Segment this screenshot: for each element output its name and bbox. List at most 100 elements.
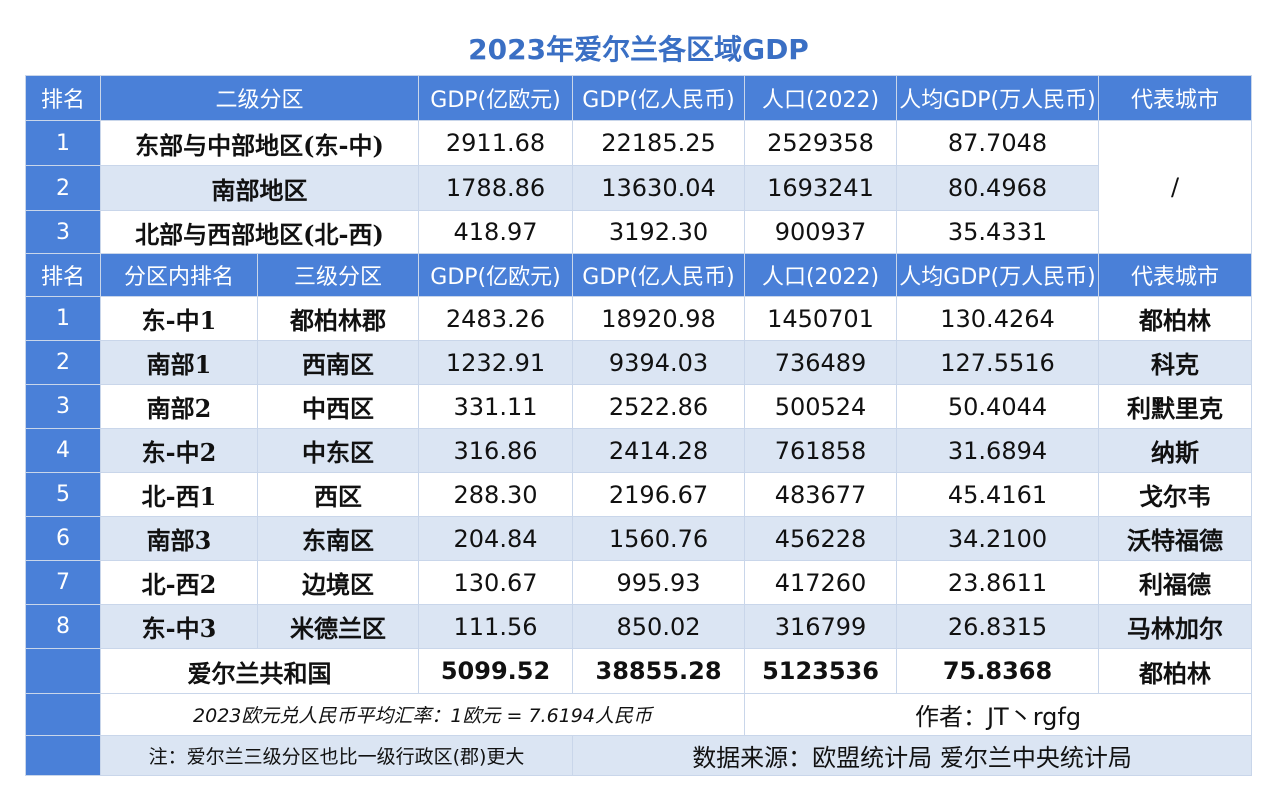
value-cell: 34.2100 [896, 516, 1100, 561]
exchange-rate-note: 2023欧元兑人民币平均汇率：1欧元 = 7.6194人民币 [99, 693, 746, 736]
region-cell: 北-西2 [100, 560, 258, 605]
value-cell: 50.4044 [896, 384, 1100, 429]
value-cell: 87.7048 [896, 120, 1100, 166]
header-cell: 人口(2022) [744, 253, 898, 297]
value-cell: 2529358 [744, 120, 898, 166]
rank-cell: 4 [25, 428, 101, 473]
table-row: 3 南部2 中西区 331.11 2522.86 500524 50.4044 利默里克 [25, 384, 1253, 429]
value-cell: 1693241 [744, 165, 898, 211]
header-cell: GDP(亿人民币) [572, 253, 746, 297]
header-cell: GDP(亿欧元) [418, 253, 574, 297]
value-cell: 736489 [744, 340, 898, 385]
rank-cell: 3 [25, 384, 101, 429]
total-cell: 75.8368 [896, 648, 1100, 694]
total-cell: 38855.28 [572, 648, 746, 694]
value-cell: 31.6894 [896, 428, 1100, 473]
value-cell: 1450701 [744, 296, 898, 341]
value-cell: 417260 [744, 560, 898, 605]
rank-cell: 6 [25, 516, 101, 561]
value-cell: 204.84 [418, 516, 574, 561]
header-cell: 人均GDP(万人民币) [896, 75, 1100, 121]
value-cell: 316.86 [418, 428, 574, 473]
value-cell: 1560.76 [572, 516, 746, 561]
table-row: 3 北部与西部地区(北-西) 418.97 3192.30 900937 35.4331 [25, 210, 1252, 254]
table-row: 7 北-西2 边境区 130.67 995.93 417260 23.8611 利福德 [25, 560, 1253, 605]
value-cell: 18920.98 [572, 296, 746, 341]
region-cell: 东-中3 [100, 604, 258, 649]
rank-cell: 2 [25, 165, 101, 211]
value-cell: 2483.26 [418, 296, 574, 341]
value-cell: 995.93 [572, 560, 746, 605]
region-cell: 东-中1 [100, 296, 258, 341]
total-cell: 5123536 [744, 648, 898, 694]
region-cell: 西南区 [256, 340, 420, 385]
rank-cell: 7 [25, 560, 101, 605]
rank-cell [25, 693, 101, 736]
header-cell: GDP(亿人民币) [572, 75, 746, 121]
rank-cell: 1 [25, 120, 101, 166]
region-cell: 南部1 [100, 340, 258, 385]
author: 作者：JT丶rgfg [744, 693, 1253, 736]
value-cell: 80.4968 [896, 165, 1100, 211]
region-cell: 沃特福德 [1098, 516, 1253, 561]
value-cell: 130.4264 [896, 296, 1100, 341]
data-source: 数据来源：欧盟统计局 爱尔兰中央统计局 [572, 735, 1253, 776]
title: 2023年爱尔兰各区域GDP [468, 33, 809, 66]
region-cell: 都柏林 [1098, 296, 1253, 341]
rank-cell: 3 [25, 210, 101, 254]
region-cell: 边境区 [256, 560, 420, 605]
value-cell: 45.4161 [896, 472, 1100, 517]
value-cell: 418.97 [418, 210, 574, 254]
region-cell: 东南区 [256, 516, 420, 561]
region-cell: 马林加尔 [1098, 604, 1253, 649]
table-row: 爱尔兰共和国 5099.52 38855.28 5123536 75.8368 都柏林 [25, 648, 1253, 694]
rank-cell [25, 735, 101, 776]
rank-cell [25, 648, 101, 694]
region-cell: 米德兰区 [256, 604, 420, 649]
region-cell: 东-中2 [100, 428, 258, 473]
total-cell: 5099.52 [418, 648, 574, 694]
table-row: 排名 分区内排名 三级分区 GDP(亿欧元) GDP(亿人民币) 人口(2022) 人均GD… [25, 253, 1253, 297]
region-cell: 戈尔韦 [1098, 472, 1253, 517]
value-cell: 761858 [744, 428, 898, 473]
table-row: 1 东-中1 都柏林郡 2483.26 18920.98 1450701 130.4264 都… [25, 296, 1253, 341]
rank-cell: 1 [25, 296, 101, 341]
region-cell: 利福德 [1098, 560, 1253, 605]
city-cell: / [1098, 120, 1253, 254]
region-cell: 西区 [256, 472, 420, 517]
region-cell: 东部与中部地区(东-中) [99, 120, 420, 166]
gdp-table: 排名 二级分区 GDP(亿欧元) GDP(亿人民币) 人口(2022) 人均GDP(万人民… [25, 75, 1253, 776]
header-cell: 人均GDP(万人民币) [896, 253, 1100, 297]
header-cell: 排名 [25, 253, 101, 297]
region-cell: 南部3 [100, 516, 258, 561]
value-cell: 2414.28 [572, 428, 746, 473]
value-cell: 1788.86 [418, 165, 574, 211]
region-cell: 南部2 [100, 384, 258, 429]
value-cell: 483677 [744, 472, 898, 517]
table-row: 1 东部与中部地区(东-中) 2911.68 22185.25 2529358 87.70… [25, 120, 1253, 254]
value-cell: 22185.25 [572, 120, 746, 166]
table-row: 注：爱尔兰三级分区也比一级行政区(郡)更大 数据来源：欧盟统计局 爱尔兰中央统计局 [25, 735, 1253, 776]
header-cell: 分区内排名 [100, 253, 258, 297]
region-cell: 中西区 [256, 384, 420, 429]
value-cell: 2196.67 [572, 472, 746, 517]
header-cell: 代表城市 [1098, 75, 1253, 121]
region-cell: 中东区 [256, 428, 420, 473]
value-cell: 127.5516 [896, 340, 1100, 385]
value-cell: 900937 [744, 210, 898, 254]
value-cell: 288.30 [418, 472, 574, 517]
table-row: 排名 二级分区 GDP(亿欧元) GDP(亿人民币) 人口(2022) 人均GDP(万人民… [25, 75, 1253, 121]
value-cell: 111.56 [418, 604, 574, 649]
table-row: 8 东-中3 米德兰区 111.56 850.02 316799 26.8315 马林加尔 [25, 604, 1253, 649]
value-cell: 456228 [744, 516, 898, 561]
table-row: 2 南部1 西南区 1232.91 9394.03 736489 127.5516 科克 [25, 340, 1253, 385]
table-row: 4 东-中2 中东区 316.86 2414.28 761858 31.6894 纳斯 [25, 428, 1253, 473]
region-cell: 都柏林郡 [256, 296, 420, 341]
rank-cell: 5 [25, 472, 101, 517]
header-cell: 二级分区 [99, 75, 420, 121]
header-cell: 三级分区 [256, 253, 420, 297]
region-cell: 利默里克 [1098, 384, 1253, 429]
region-cell: 科克 [1098, 340, 1253, 385]
value-cell: 2911.68 [418, 120, 574, 166]
value-cell: 316799 [744, 604, 898, 649]
